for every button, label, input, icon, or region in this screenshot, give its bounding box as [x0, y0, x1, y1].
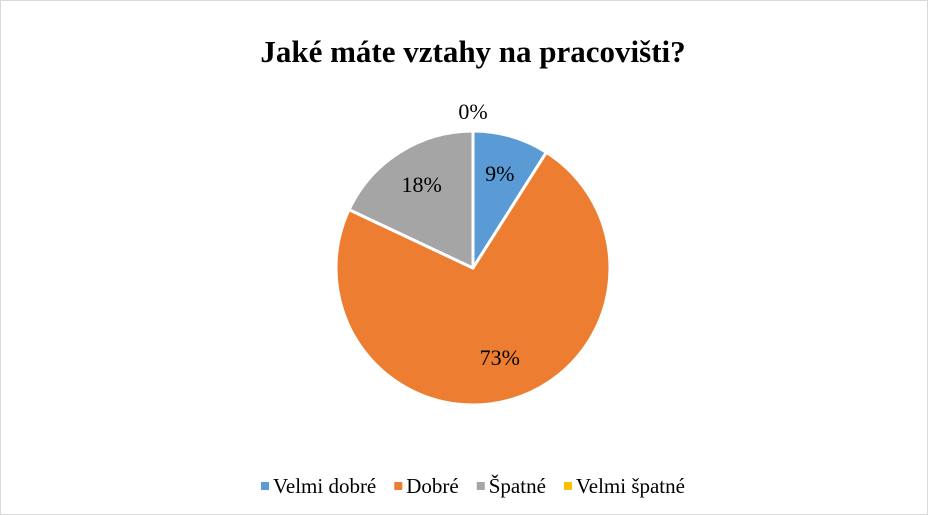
legend-marker — [563, 482, 572, 490]
legend-label: Velmi špatné — [576, 474, 685, 498]
legend-marker — [476, 482, 485, 490]
pie-slice — [334, 150, 612, 407]
legend-label: Dobré — [406, 474, 458, 498]
chart-title: Jaké máte vztahy na pracovišti? — [260, 34, 685, 69]
data-label: 18% — [401, 172, 441, 197]
data-label: 73% — [480, 345, 520, 370]
legend-marker — [394, 482, 403, 490]
pie-slice — [347, 129, 475, 270]
legend-label: Velmi dobré — [273, 474, 376, 498]
data-label: 9% — [485, 161, 514, 186]
legend-label: Špatné — [489, 474, 546, 498]
legend-marker — [261, 482, 270, 490]
data-label: 0% — [458, 99, 487, 124]
